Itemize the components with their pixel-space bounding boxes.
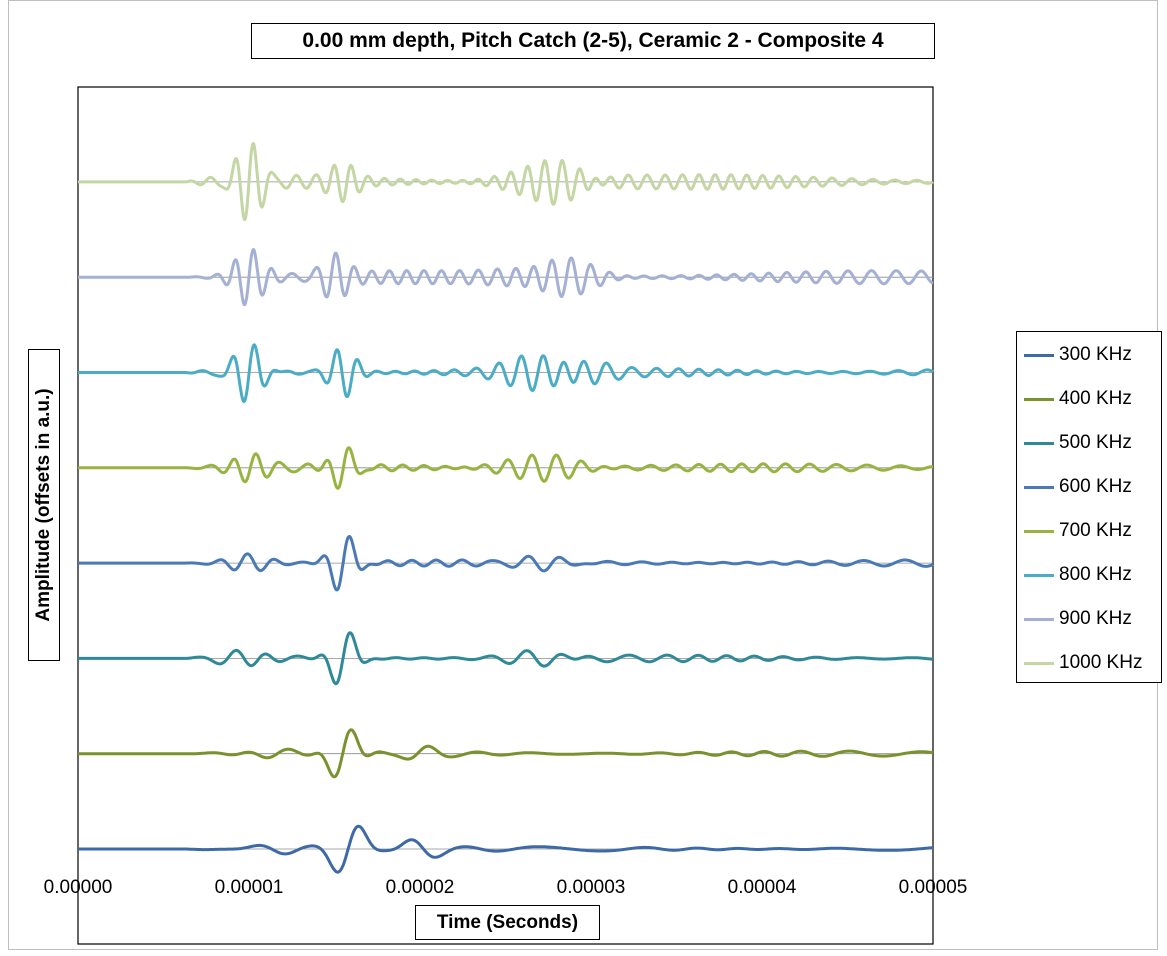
chart-title: 0.00 mm depth, Pitch Catch (2-5), Cerami… — [251, 23, 935, 59]
series-line — [77, 631, 934, 686]
legend-label: 500 KHz — [1059, 432, 1132, 453]
series-lines — [77, 142, 934, 874]
legend-label: 600 KHz — [1059, 476, 1132, 497]
x-tick-label: 0.00003 — [557, 877, 626, 898]
x-tick-label: 0.00001 — [215, 877, 284, 898]
legend: 300 KHz 400 KHz 500 KHz 600 KHz 700 KHz 800 K… — [1016, 331, 1162, 683]
legend-label: 800 KHz — [1059, 564, 1132, 585]
legend-swatch — [1024, 441, 1054, 445]
series-line — [77, 535, 934, 592]
legend-swatch — [1024, 397, 1054, 401]
legend-label: 400 KHz — [1059, 388, 1132, 409]
series-line — [77, 343, 934, 403]
series-line — [77, 824, 934, 874]
legend-swatch — [1024, 661, 1054, 665]
x-axis-label: Time (Seconds) — [415, 905, 600, 940]
series-line — [77, 248, 934, 307]
x-tick-labels: 0.00000 0.00001 0.00002 0.00003 0.00004 0.000… — [44, 877, 968, 898]
legend-item: 600 KHz — [1017, 475, 1132, 499]
legend-label: 300 KHz — [1059, 344, 1132, 365]
legend-item: 1000 KHz — [1017, 651, 1142, 675]
legend-label: 900 KHz — [1059, 608, 1132, 629]
legend-item: 400 KHz — [1017, 387, 1132, 411]
legend-item: 500 KHz — [1017, 431, 1132, 455]
x-tick-label: 0.00002 — [386, 877, 455, 898]
legend-item: 700 KHz — [1017, 519, 1132, 543]
legend-swatch — [1024, 617, 1054, 621]
series-line — [77, 728, 934, 779]
plot-border — [77, 86, 934, 945]
y-axis-label-box: Amplitude (offsets in a.u.) — [28, 349, 60, 661]
x-tick-label: 0.00004 — [728, 877, 797, 898]
legend-item: 800 KHz — [1017, 563, 1132, 587]
x-tick-label: 0.00005 — [899, 877, 968, 898]
legend-swatch — [1024, 353, 1054, 357]
legend-label: 1000 KHz — [1059, 652, 1143, 673]
legend-label: 700 KHz — [1059, 520, 1132, 541]
legend-swatch — [1024, 573, 1054, 577]
legend-item: 900 KHz — [1017, 607, 1132, 631]
y-axis-label: Amplitude (offsets in a.u.) — [33, 388, 54, 622]
chart-area — [8, 0, 1158, 950]
series-line — [77, 142, 934, 222]
legend-swatch — [1024, 529, 1054, 533]
legend-item: 300 KHz — [1017, 343, 1132, 367]
series-baselines — [78, 181, 933, 850]
legend-swatch — [1024, 485, 1054, 489]
series-line — [77, 446, 934, 490]
x-tick-label: 0.00000 — [44, 877, 113, 898]
